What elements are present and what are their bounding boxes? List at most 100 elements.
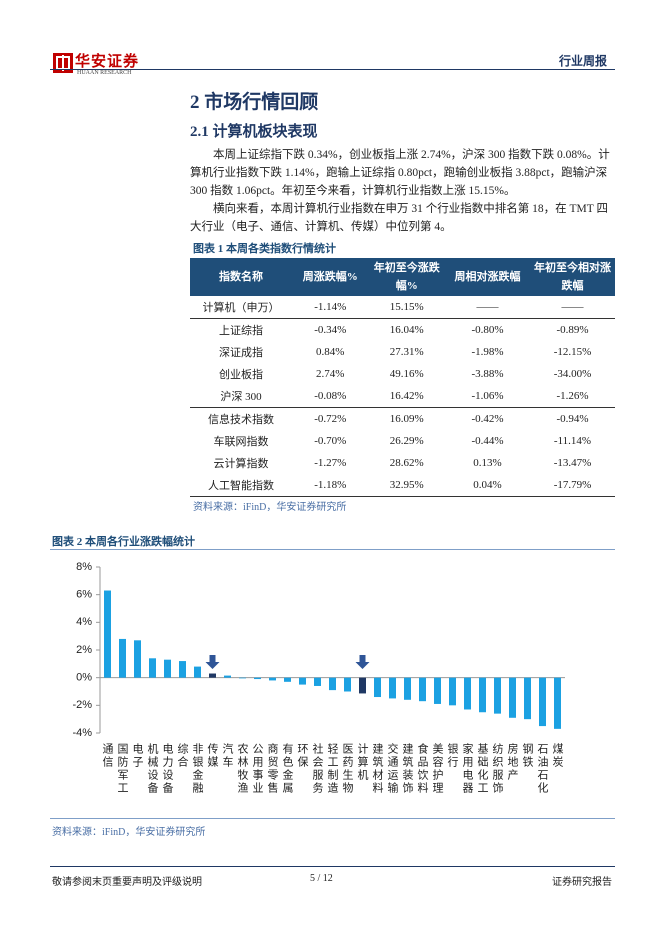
table-row: 人工智能指数 -1.18% 32.95% 0.04% -17.79%	[190, 474, 615, 497]
y-tick-label: 6%	[76, 589, 92, 601]
header-cell: 年初至今涨跌幅%	[368, 258, 445, 296]
table-cell: 32.95%	[368, 474, 445, 497]
table-cell: 16.09%	[389, 413, 424, 425]
y-tick-label: -4%	[72, 727, 92, 739]
highlight-arrow	[205, 655, 220, 669]
bar	[119, 638, 126, 678]
table-row: 创业板指 2.74% 49.16% -3.88% -34.00%	[190, 363, 615, 385]
header-cell: 年初至今相对涨跌幅	[530, 258, 615, 296]
table-row: 深证成指 0.84% 27.31% -1.98% -12.15%	[190, 341, 615, 363]
x-tick-label: 公用事业	[251, 743, 264, 795]
bar	[284, 677, 291, 682]
header-cell: 指数名称	[190, 258, 292, 296]
table-cell: ——	[445, 296, 530, 319]
brand-en: HUAAN RESEARCH	[77, 70, 132, 76]
subsection-title: 2.1 计算机板块表现	[190, 124, 318, 140]
footer-rule	[50, 866, 615, 867]
x-tick-label: 环保	[296, 743, 309, 769]
table-row: 沪深 300 -0.08% 16.42% -1.06% -1.26%	[190, 385, 615, 408]
bar	[494, 677, 501, 714]
bar	[359, 677, 366, 694]
table-cell: 15.15%	[368, 296, 445, 319]
bar	[404, 677, 411, 700]
footer-label: 证券研究报告	[552, 877, 612, 888]
bar	[194, 666, 201, 678]
table-cell: 上证综指	[219, 325, 263, 337]
table-cell: -17.79%	[530, 474, 615, 497]
table-caption: 图表 1 本周各类指数行情统计	[193, 243, 336, 255]
table-cell: -1.27%	[314, 457, 347, 469]
x-tick-label: 建筑装饰	[401, 742, 414, 795]
table-cell: ——	[530, 296, 615, 319]
table-cell: 16.04%	[389, 324, 424, 336]
x-tick-label: 有色金属	[281, 742, 294, 795]
table-body: 计算机（申万） -1.14% 15.15% —— —— 上证综指 -0.34% 16.04% -…	[190, 296, 615, 497]
table-cell: 2.74%	[316, 368, 345, 380]
report-type: 行业周报	[558, 54, 607, 68]
x-tick-label: 基础化工	[476, 743, 489, 795]
bar	[224, 675, 231, 678]
table-header: 指数名称 周涨跌幅% 年初至今涨跌幅% 周相对涨跌幅 年初至今相对涨跌幅	[190, 258, 615, 296]
x-tick-label: 非银金融	[191, 743, 204, 795]
x-tick-label: 医药生物	[341, 743, 354, 795]
chart: -4% -2% 0% 2% 4% 6% 8% 通信 国防军工 电子 机械设备 电力设备 综合 非银金融 传媒…	[72, 561, 565, 795]
bar	[374, 677, 381, 698]
x-tick-label: 传媒	[206, 743, 219, 769]
bar	[134, 640, 141, 678]
x-tick-label: 银行	[446, 742, 459, 769]
table-cell: -11.14%	[553, 435, 592, 447]
table-cell: 创业板指	[219, 369, 263, 381]
x-tick-label: 食品饮料	[416, 742, 429, 795]
x-tick-label: 电力设备	[161, 743, 174, 795]
x-tick-label: 家用电器	[461, 742, 474, 795]
bar	[239, 677, 246, 679]
bar	[104, 590, 111, 678]
footer-disclaimer: 敬请参阅末页重要声明及评级说明	[52, 877, 202, 888]
table-cell: 计算机（申万）	[190, 296, 292, 319]
highlight-arrow	[355, 655, 370, 669]
table-cell: 沪深 300	[190, 385, 292, 408]
table-cell: 28.62%	[389, 457, 424, 469]
x-tick-label: 电子	[131, 743, 144, 769]
table-cell: -0.44%	[471, 435, 504, 447]
table-row: 信息技术指数 -0.72% 16.09% -0.42% -0.94%	[190, 408, 615, 431]
chart-caption: 图表 2 本周各行业涨跌幅统计	[52, 536, 195, 548]
bar	[539, 677, 546, 727]
bar	[314, 677, 321, 686]
table-cell: -12.15%	[553, 346, 592, 358]
table-row: 计算机（申万） -1.14% 15.15% —— ——	[190, 296, 615, 319]
source-rule	[50, 818, 615, 819]
table-cell: -34.00%	[553, 368, 592, 380]
bar	[509, 677, 516, 718]
table-cell: -0.72%	[314, 413, 347, 425]
logo	[53, 53, 73, 73]
table-cell: -1.98%	[471, 346, 504, 358]
bar	[329, 677, 336, 691]
bar	[419, 677, 426, 702]
x-tick-label: 美容护理	[431, 743, 444, 795]
table-cell: 26.29%	[389, 435, 424, 447]
bar	[434, 677, 441, 704]
table-cell: 深证成指	[219, 347, 263, 359]
table-cell: -1.14%	[292, 296, 369, 319]
table-cell: 人工智能指数	[190, 474, 292, 497]
bar	[344, 677, 351, 692]
caption-rule	[50, 549, 615, 550]
x-tick-label: 商贸零售	[266, 742, 279, 795]
y-tick-label: 2%	[76, 644, 92, 656]
bar	[254, 677, 261, 680]
x-tick-label: 交通运输	[386, 742, 399, 795]
brand: 华安证券	[75, 54, 140, 70]
page-number: 5 / 12	[310, 873, 333, 884]
section-title: 2 市场行情回顾	[190, 92, 319, 113]
bar	[269, 677, 276, 681]
table-cell: 16.42%	[368, 385, 445, 408]
table-cell: -0.89%	[556, 324, 589, 336]
x-tick-label: 农林牧渔	[236, 742, 249, 795]
x-tick-label: 机械设备	[146, 742, 159, 795]
table-cell: 0.84%	[316, 346, 345, 358]
bar	[209, 673, 216, 678]
x-tick-label: 汽车	[221, 742, 234, 769]
x-tick-label: 房地产	[506, 743, 519, 782]
